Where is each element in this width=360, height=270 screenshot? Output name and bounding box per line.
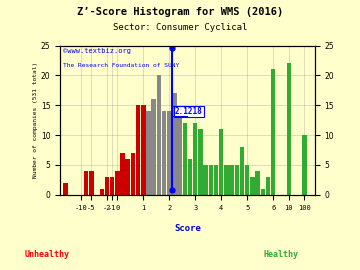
Bar [99,189,104,195]
Bar [214,165,218,195]
Bar [229,165,234,195]
Text: ©www.textbiz.org: ©www.textbiz.org [63,49,131,55]
Bar [152,99,156,195]
Bar [136,105,140,195]
Bar [84,171,88,195]
Bar [245,165,249,195]
Bar [198,129,203,195]
Bar [131,153,135,195]
Bar [188,159,192,195]
Bar [219,129,224,195]
Bar [105,177,109,195]
Bar [172,93,177,195]
X-axis label: Score: Score [174,224,201,233]
Bar [115,171,120,195]
Bar [224,165,229,195]
Bar [256,171,260,195]
Bar [250,177,255,195]
Bar [203,165,208,195]
Bar [193,123,198,195]
Bar [209,165,213,195]
Bar [63,183,68,195]
Bar [183,123,187,195]
Bar [162,111,166,195]
Text: Unhealthy: Unhealthy [24,250,69,259]
Bar [177,117,182,195]
Bar [126,159,130,195]
Text: Z’-Score Histogram for WMS (2016): Z’-Score Histogram for WMS (2016) [77,7,283,17]
Bar [271,69,275,195]
Bar [240,147,244,195]
Text: 2.1218: 2.1218 [175,107,203,116]
Y-axis label: Number of companies (531 total): Number of companies (531 total) [33,62,38,178]
Bar [261,189,265,195]
Bar [167,111,171,195]
Bar [146,111,151,195]
Bar [302,135,307,195]
Bar [266,177,270,195]
Bar [141,105,145,195]
Bar [287,63,291,195]
Bar [110,177,114,195]
Bar [89,171,94,195]
Bar [157,75,161,195]
Text: Healthy: Healthy [263,250,298,259]
Text: The Research Foundation of SUNY: The Research Foundation of SUNY [63,63,179,68]
Bar [235,165,239,195]
Text: Sector: Consumer Cyclical: Sector: Consumer Cyclical [113,23,247,32]
Bar [120,153,125,195]
